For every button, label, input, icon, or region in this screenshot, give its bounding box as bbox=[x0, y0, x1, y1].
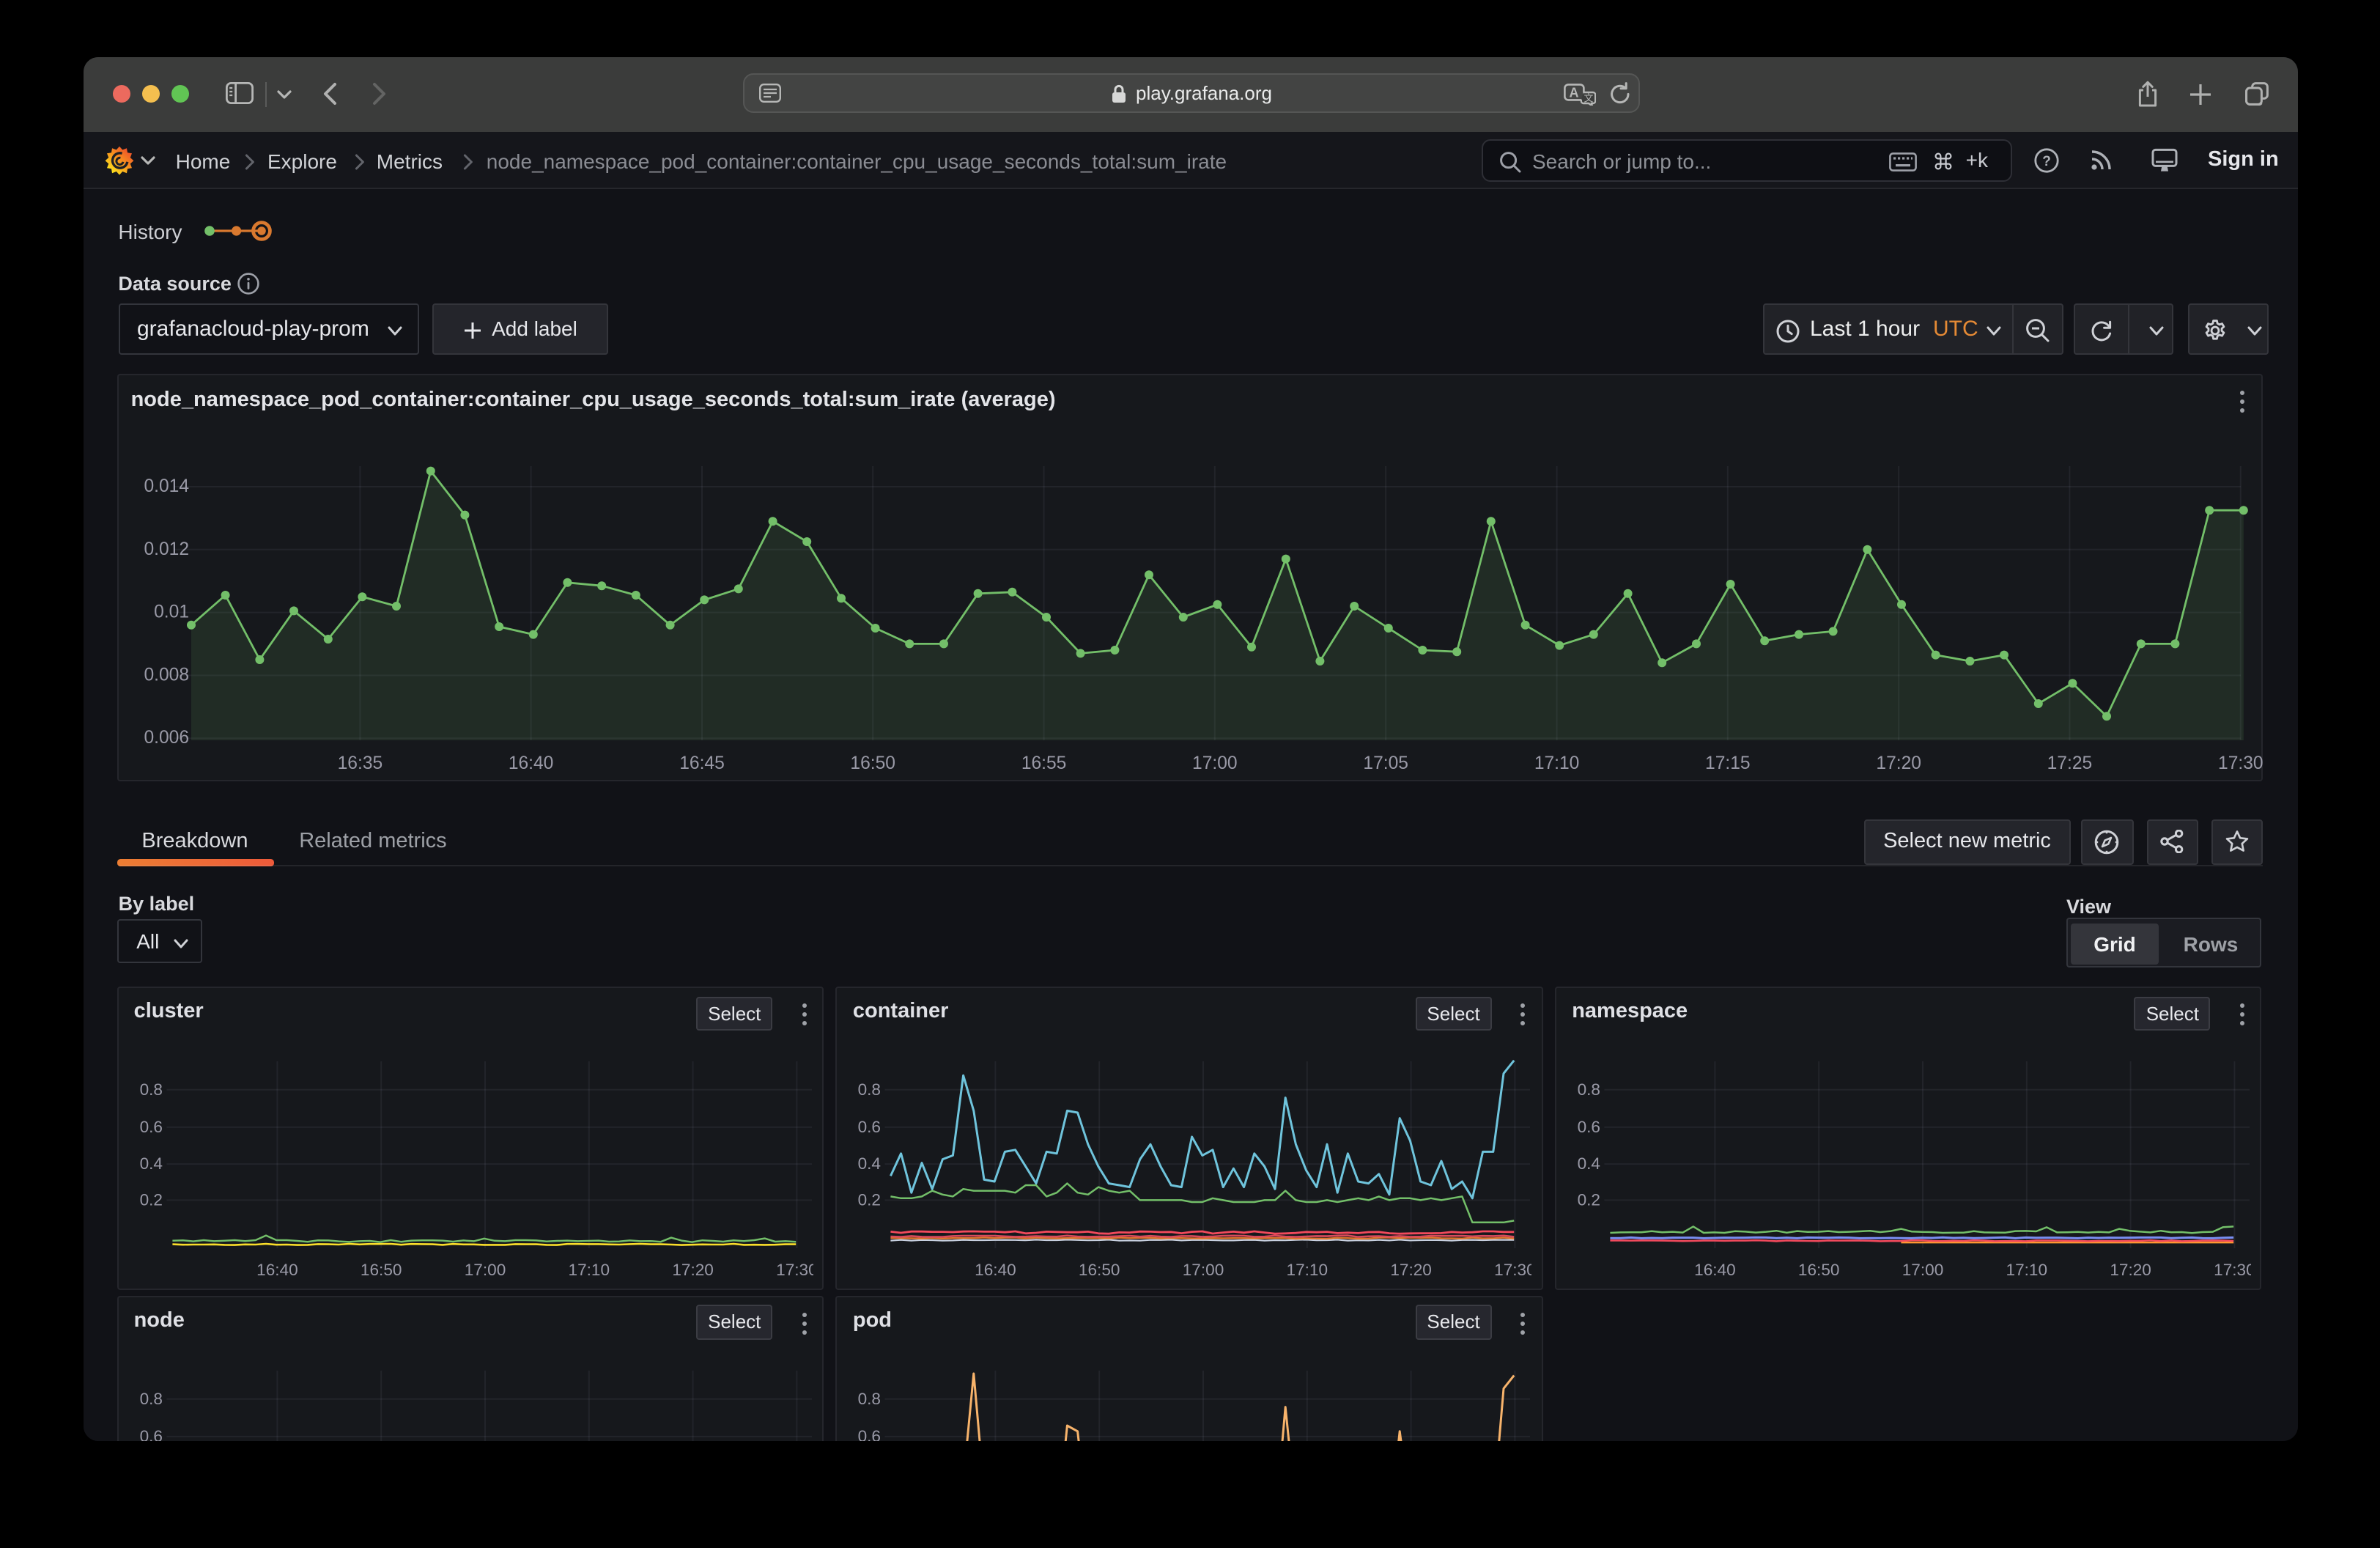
svg-text:0.014: 0.014 bbox=[143, 476, 188, 495]
svg-text:17:30: 17:30 bbox=[2217, 753, 2263, 773]
svg-text:0.6: 0.6 bbox=[858, 1118, 881, 1136]
svg-text:17:30: 17:30 bbox=[2214, 1261, 2251, 1279]
svg-text:17:10: 17:10 bbox=[1287, 1261, 1328, 1279]
svg-text:16:55: 16:55 bbox=[1021, 753, 1066, 773]
svg-text:17:20: 17:20 bbox=[1391, 1261, 1433, 1279]
svg-text:0.2: 0.2 bbox=[139, 1190, 162, 1209]
svg-text:0.6: 0.6 bbox=[139, 1118, 162, 1136]
svg-text:17:00: 17:00 bbox=[1191, 753, 1237, 773]
svg-text:0.4: 0.4 bbox=[1577, 1154, 1600, 1173]
svg-text:0.6: 0.6 bbox=[1577, 1118, 1600, 1136]
svg-text:0.4: 0.4 bbox=[858, 1154, 881, 1173]
svg-text:17:15: 17:15 bbox=[1704, 753, 1750, 773]
svg-text:17:00: 17:00 bbox=[1902, 1261, 1943, 1279]
svg-text:16:35: 16:35 bbox=[337, 753, 382, 773]
svg-text:17:05: 17:05 bbox=[1362, 753, 1408, 773]
svg-text:16:50: 16:50 bbox=[849, 753, 895, 773]
svg-text:?: ? bbox=[2041, 153, 2050, 169]
svg-text:17:30: 17:30 bbox=[775, 1261, 813, 1279]
svg-text:0.6: 0.6 bbox=[139, 1426, 162, 1440]
svg-text:0.8: 0.8 bbox=[1577, 1080, 1600, 1099]
svg-text:16:40: 16:40 bbox=[508, 753, 553, 773]
svg-text:A: A bbox=[1570, 85, 1579, 100]
svg-text:文: 文 bbox=[1583, 92, 1593, 103]
svg-text:16:50: 16:50 bbox=[1079, 1261, 1120, 1279]
svg-text:17:20: 17:20 bbox=[671, 1261, 713, 1279]
svg-text:17:10: 17:10 bbox=[568, 1261, 610, 1279]
svg-text:0.2: 0.2 bbox=[858, 1190, 881, 1209]
svg-text:0.008: 0.008 bbox=[143, 664, 188, 684]
svg-text:16:40: 16:40 bbox=[256, 1261, 298, 1279]
svg-text:16:40: 16:40 bbox=[975, 1261, 1016, 1279]
svg-text:0.8: 0.8 bbox=[858, 1389, 881, 1407]
svg-text:17:10: 17:10 bbox=[1534, 753, 1579, 773]
svg-text:0.8: 0.8 bbox=[139, 1080, 162, 1099]
svg-text:16:40: 16:40 bbox=[1694, 1261, 1736, 1279]
svg-text:16:45: 16:45 bbox=[679, 753, 724, 773]
svg-text:0.006: 0.006 bbox=[143, 727, 188, 747]
svg-text:0.8: 0.8 bbox=[139, 1389, 162, 1407]
svg-text:16:50: 16:50 bbox=[360, 1261, 402, 1279]
svg-text:17:20: 17:20 bbox=[2110, 1261, 2151, 1279]
svg-text:17:20: 17:20 bbox=[1875, 753, 1921, 773]
svg-text:17:00: 17:00 bbox=[464, 1261, 506, 1279]
svg-text:0.01: 0.01 bbox=[153, 602, 188, 622]
svg-text:17:25: 17:25 bbox=[2047, 753, 2092, 773]
svg-text:0.2: 0.2 bbox=[1577, 1190, 1600, 1209]
svg-text:0.4: 0.4 bbox=[139, 1154, 162, 1173]
svg-text:16:50: 16:50 bbox=[1798, 1261, 1840, 1279]
svg-text:17:10: 17:10 bbox=[2006, 1261, 2047, 1279]
svg-text:17:00: 17:00 bbox=[1183, 1261, 1224, 1279]
svg-text:17:30: 17:30 bbox=[1494, 1261, 1531, 1279]
svg-text:0.012: 0.012 bbox=[143, 539, 188, 559]
svg-text:0.6: 0.6 bbox=[858, 1426, 881, 1440]
svg-text:0.8: 0.8 bbox=[858, 1080, 881, 1099]
